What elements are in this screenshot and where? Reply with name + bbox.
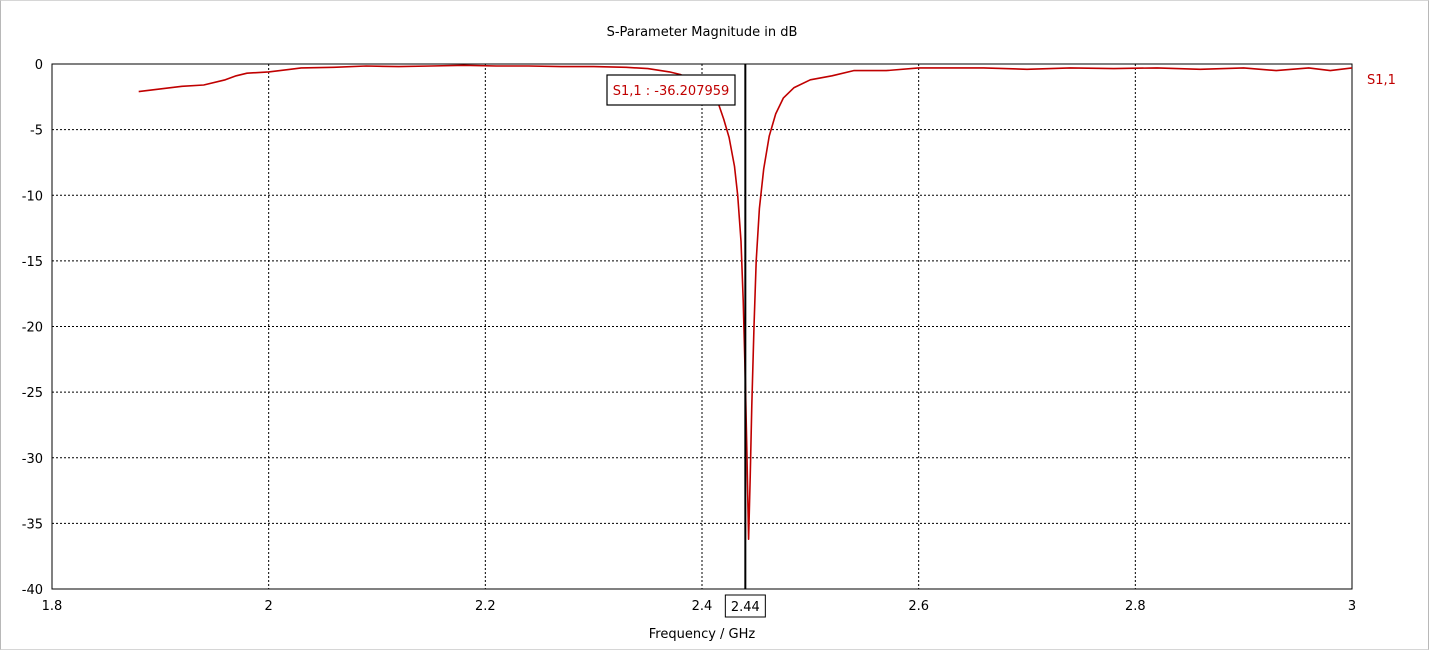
marker-layer[interactable]: S1,1 : -36.207959 2.44 xyxy=(606,64,766,618)
x-tick-label: 2.4 xyxy=(692,599,713,614)
x-tick-label: 2.8 xyxy=(1125,599,1146,614)
y-tick-label: -35 xyxy=(22,517,43,532)
y-tick-label: -30 xyxy=(22,452,43,467)
grid-lines xyxy=(52,64,1352,589)
y-tick-label: -20 xyxy=(22,321,43,336)
x-axis-label: Frequency / GHz xyxy=(649,627,756,642)
marker-value-label: S1,1 : -36.207959 xyxy=(613,84,730,99)
marker-x-label: 2.44 xyxy=(731,600,760,615)
x-tick-label: 2.2 xyxy=(475,599,496,614)
x-tick-label: 3 xyxy=(1348,599,1356,614)
series-layer xyxy=(138,64,1353,540)
legend-entry-s11: S1,1 xyxy=(1367,73,1396,88)
chart-title: S-Parameter Magnitude in dB xyxy=(607,25,798,40)
tick-labels: 1.8 2 2.2 2.4 2.6 2.8 3 0 -5 -10 -15 -20 -25 -30 -35 -4… xyxy=(22,58,1356,614)
y-tick-label: -15 xyxy=(22,255,43,270)
y-tick-label: -5 xyxy=(30,124,43,139)
marker-value-box xyxy=(606,74,736,106)
plot-area-border xyxy=(51,63,1353,590)
x-tick-label: 1.8 xyxy=(42,599,63,614)
marker-x-box xyxy=(724,594,766,618)
y-tick-label: -10 xyxy=(22,189,43,204)
x-tick-label: 2 xyxy=(265,599,273,614)
x-tick-label: 2.6 xyxy=(908,599,929,614)
y-tick-label: -25 xyxy=(22,386,43,401)
series-line-s11 xyxy=(138,64,1353,540)
y-tick-label: 0 xyxy=(35,58,43,73)
y-tick-label: -40 xyxy=(22,583,43,598)
